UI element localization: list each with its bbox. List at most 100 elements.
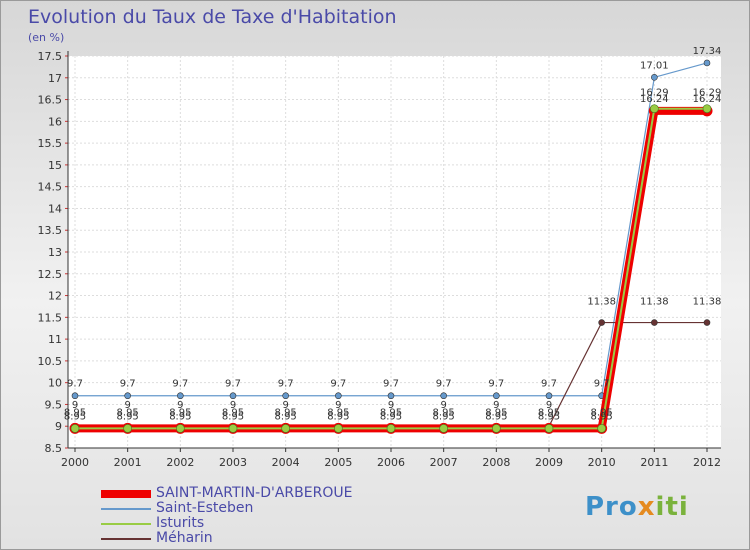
data-label-saint-esteben: 9.7: [278, 379, 294, 390]
data-label-saint-martin: 8.95: [169, 411, 191, 422]
data-label-saint-esteben: 9.7: [541, 379, 557, 390]
point-saint-esteben: [177, 392, 184, 400]
data-label-isturits: 8.95: [117, 407, 139, 418]
legend-label: Méharin: [156, 530, 213, 546]
point-isturits: [544, 424, 554, 433]
point-isturits: [281, 424, 290, 433]
data-label-saint-martin: 8.95: [64, 411, 86, 422]
data-label-meharin: 9: [72, 400, 78, 411]
data-label-saint-esteben: 9.7: [120, 379, 136, 390]
data-label-saint-martin: 16.24: [640, 94, 669, 105]
data-label-saint-esteben: 9.7: [172, 379, 188, 390]
data-label-saint-esteben: 9.7: [594, 379, 610, 390]
legend-label: Isturits: [156, 515, 205, 531]
point-saint-esteben: [440, 392, 447, 400]
data-label-isturits: 8.95: [222, 407, 244, 418]
point-isturits: [334, 424, 343, 433]
x-tick-label: 2012: [693, 456, 721, 469]
data-label-isturits: 8.95: [64, 407, 86, 418]
point-meharin: [598, 319, 605, 326]
x-tick-label: 2007: [430, 456, 458, 469]
data-label-saint-esteben: 9.7: [67, 379, 83, 390]
data-label-isturits: 8.95: [275, 407, 297, 418]
legend-swatch: [101, 538, 151, 540]
data-label-saint-martin: 8.95: [591, 411, 613, 422]
data-label-saint-esteben: 17.01: [640, 60, 669, 71]
point-saint-esteben: [71, 392, 79, 400]
data-label-meharin: 9: [335, 400, 341, 411]
point-saint-esteben: [124, 392, 131, 400]
y-tick-label: 13: [48, 246, 62, 259]
point-saint-esteben: [229, 392, 237, 400]
point-saint-esteben: [387, 392, 395, 400]
data-label-isturits: 8.95: [538, 407, 560, 418]
y-tick-label: 8.5: [45, 442, 63, 455]
data-label-isturits: 8.95: [169, 407, 191, 418]
y-tick-label: 10.5: [38, 355, 63, 368]
point-isturits: [597, 424, 606, 433]
point-saint-esteben: [493, 392, 500, 400]
data-label-isturits: 8.95: [380, 407, 402, 418]
data-label-meharin: 9: [493, 400, 499, 411]
x-tick-label: 2010: [588, 456, 616, 469]
data-label-isturits: 16.29: [693, 88, 722, 99]
data-label-saint-martin: 8.95: [222, 411, 244, 422]
x-tick-label: 2001: [114, 456, 142, 469]
x-tick-label: 2005: [324, 456, 352, 469]
point-saint-esteben: [703, 59, 711, 67]
point-isturits: [123, 424, 132, 433]
x-tick-label: 2009: [535, 456, 563, 469]
y-tick-label: 10: [48, 377, 62, 390]
data-label-saint-martin: 8.95: [327, 411, 349, 422]
point-isturits: [492, 424, 501, 433]
y-tick-label: 9.5: [45, 398, 63, 411]
data-label-saint-martin: 16.24: [693, 94, 722, 105]
data-label-meharin: 9: [177, 400, 183, 411]
point-isturits: [439, 424, 448, 433]
x-tick-label: 2000: [61, 456, 89, 469]
y-tick-label: 15: [48, 159, 62, 172]
legend-swatch: [101, 490, 151, 498]
x-tick-label: 2011: [640, 456, 668, 469]
series-layer: [69, 59, 713, 434]
data-label-saint-esteben: 9.7: [225, 379, 241, 390]
x-tick-label: 2008: [482, 456, 510, 469]
data-label-saint-esteben: 17.34: [693, 46, 722, 57]
point-saint-esteben: [335, 392, 342, 400]
chart-title: Evolution du Taux de Taxe d'Habitation: [28, 6, 397, 28]
data-label-saint-martin: 8.95: [117, 411, 139, 422]
data-label-meharin: 9: [230, 400, 236, 411]
y-tick-label: 11.5: [38, 311, 63, 324]
data-label-saint-martin: 8.95: [275, 411, 297, 422]
y-tick-label: 12: [48, 290, 62, 303]
y-tick-label: 11: [48, 333, 62, 346]
legend-swatch: [101, 508, 151, 510]
legend-label: Saint-Esteben: [156, 500, 254, 516]
data-label-isturits: 8.95: [433, 407, 455, 418]
point-isturits: [228, 424, 238, 433]
x-tick-label: 2003: [219, 456, 247, 469]
point-isturits: [176, 424, 185, 433]
x-tick-label: 2004: [272, 456, 300, 469]
point-isturits: [702, 104, 712, 114]
y-tick-label: 15.5: [38, 137, 63, 150]
data-label-isturits: 8.95: [591, 407, 613, 418]
point-meharin: [651, 319, 658, 326]
data-label-meharin: 9: [124, 400, 130, 411]
data-label-saint-esteben: 9.7: [383, 379, 399, 390]
chart-unit-label: (en %): [28, 31, 65, 44]
point-saint-esteben: [282, 392, 289, 400]
y-tick-label: 17: [48, 72, 62, 85]
data-labels: 8.95 8.95 8.95 8.95 8.95 8.95 8.95 8.95 8.95 8.95…: [64, 46, 721, 422]
y-tick-label: 16.5: [38, 94, 63, 107]
data-label-isturits: 16.29: [640, 88, 669, 99]
data-label-saint-esteben: 9.7: [436, 379, 452, 390]
data-label-saint-esteben: 9.7: [330, 379, 346, 390]
data-label-saint-esteben: 9.7: [488, 379, 504, 390]
y-tick-label: 13.5: [38, 224, 63, 237]
legend-label: SAINT-MARTIN-D'ARBEROUE: [156, 485, 353, 501]
axes: 8.5 9 9.5 10 10.5 11 11.5 12 12.5 13 13.5 14 14.5 15 1…: [38, 50, 721, 469]
data-label-saint-martin: 8.95: [485, 411, 507, 422]
